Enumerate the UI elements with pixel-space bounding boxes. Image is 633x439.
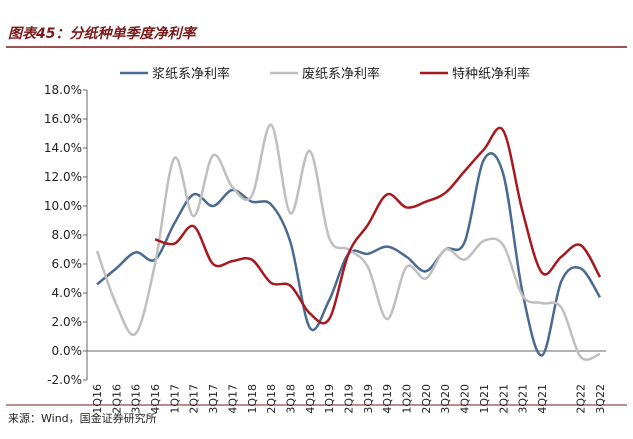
x-tick-label: 2Q17 [188, 384, 201, 414]
x-tick-label: 1Q18 [246, 384, 259, 414]
x-tick-label: 4Q19 [381, 384, 394, 414]
source: 来源：Wind，国金证券研究所 [8, 411, 157, 425]
x-tick-label: 3Q16 [130, 384, 143, 414]
x-tick-label: 1Q19 [323, 384, 336, 414]
y-tick-label: 0.0% [52, 344, 83, 358]
x-tick-label: 1Q17 [168, 384, 181, 414]
x-tick-label: 3Q22 [594, 384, 607, 414]
x-tick-label: 4Q17 [226, 384, 239, 414]
x-tick-label: 4Q18 [304, 384, 317, 414]
series-line [154, 126, 602, 325]
chart-title: 图表45：分纸种单季度净利率 [8, 25, 198, 42]
legend-label: 特种纸净利率 [452, 66, 530, 82]
legend-label: 浆纸系净利率 [152, 66, 230, 82]
y-tick-label: -2.0% [47, 373, 82, 387]
x-tick-label: 2Q16 [110, 384, 123, 414]
y-tick-label: 2.0% [52, 315, 83, 329]
y-tick-label: 4.0% [52, 286, 83, 300]
x-tick-label: 1Q20 [401, 384, 414, 414]
x-tick-label: 4Q16 [149, 384, 162, 414]
x-tick-label: 2Q22 [575, 384, 588, 414]
series-line [95, 123, 601, 361]
x-tick-label: 3Q18 [284, 384, 297, 414]
x-tick-label: 3Q21 [517, 384, 530, 414]
x-tick-label: 4Q20 [459, 384, 472, 414]
y-tick-label: 6.0% [52, 257, 83, 271]
x-tick-label: 2Q20 [420, 384, 433, 414]
y-tick-label: 8.0% [52, 228, 83, 242]
x-tick-label: 1Q16 [91, 384, 104, 414]
x-tick-label: 3Q17 [207, 384, 220, 414]
y-tick-label: 14.0% [44, 141, 82, 155]
y-tick-label: 12.0% [44, 170, 82, 184]
x-tick-label: 3Q19 [362, 384, 375, 414]
x-tick-label: 2Q19 [343, 384, 356, 414]
x-tick-label: 2Q18 [265, 384, 278, 414]
y-tick-label: 16.0% [44, 112, 82, 126]
legend-label: 废纸系净利率 [302, 66, 380, 82]
x-tick-label: 4Q21 [536, 384, 549, 414]
x-tick-label: 2Q21 [497, 384, 510, 414]
y-tick-label: 10.0% [44, 199, 82, 213]
y-tick-label: 18.0% [44, 83, 82, 97]
x-tick-label: 1Q21 [478, 384, 491, 414]
x-tick-label: 3Q20 [439, 384, 452, 414]
